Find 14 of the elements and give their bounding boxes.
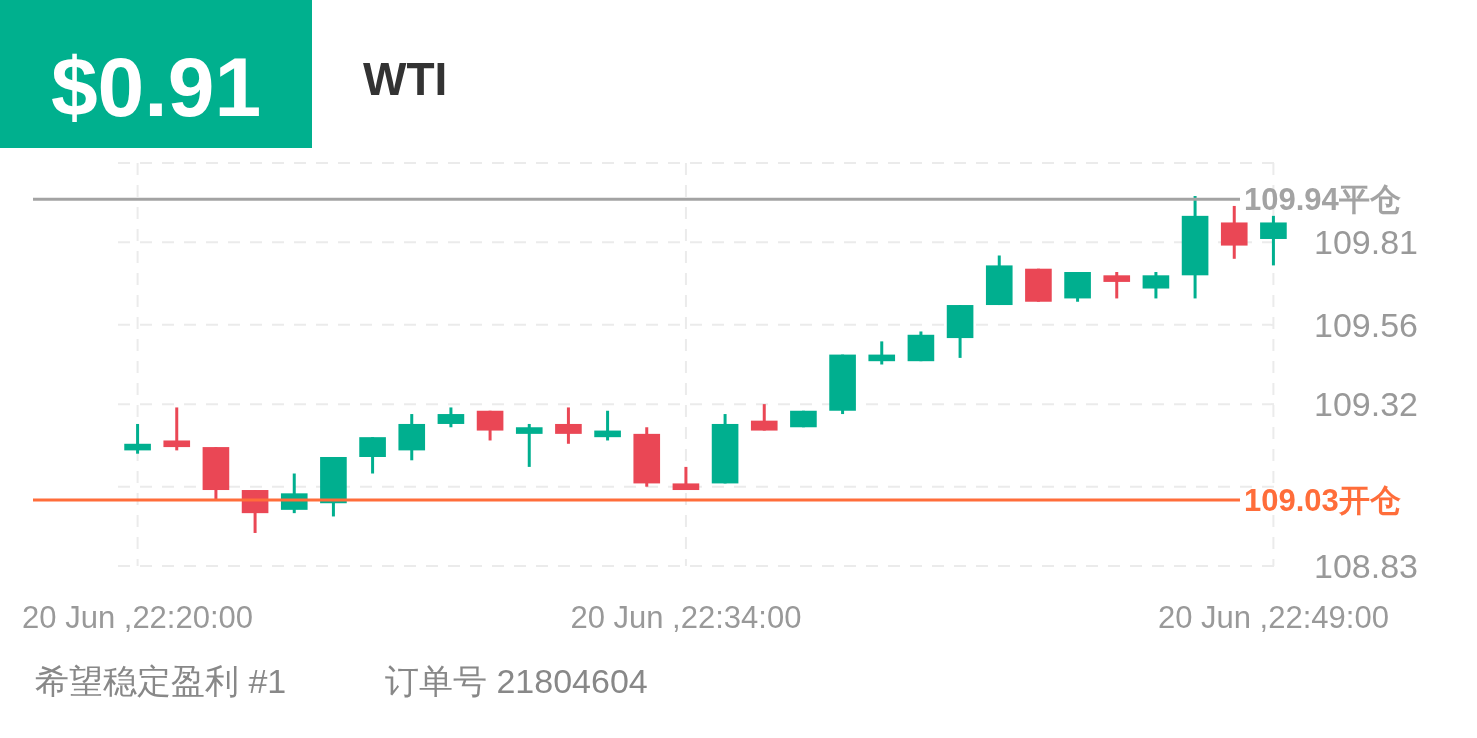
x-tick-label: 20 Jun ,22:34:00 (570, 600, 802, 635)
header: $0.91 (0, 0, 312, 148)
x-tick-label: 20 Jun ,22:49:00 (1157, 600, 1389, 635)
y-tick-label: 109.56 (1314, 305, 1418, 344)
text: 希望稳定盈利 #1 (35, 662, 287, 700)
chart-subtitle: WTI (363, 53, 448, 105)
y-tick-label: 108.83 (1314, 547, 1418, 585)
ref-line-label: 109.03开仓 (1244, 482, 1401, 518)
ref-line-label: 109.94平仓 (1244, 182, 1401, 218)
y-tick-label: 109.81 (1314, 223, 1418, 262)
y-tick-label: 109.32 (1314, 385, 1418, 424)
chart-title: $0.91 (50, 40, 262, 134)
x-tick-label: 20 Jun ,22:20:00 (22, 600, 254, 635)
text: 订单号 21804604 (385, 662, 648, 700)
